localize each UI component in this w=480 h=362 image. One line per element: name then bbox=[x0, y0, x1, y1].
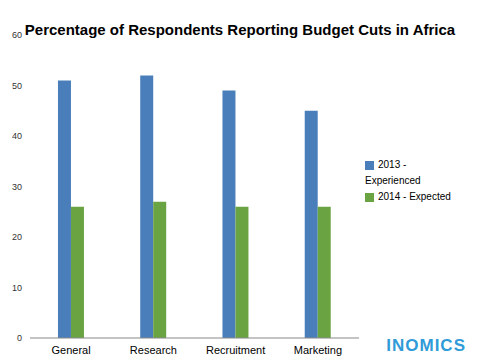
svg-text:0: 0 bbox=[17, 333, 22, 343]
svg-text:20: 20 bbox=[12, 232, 22, 242]
html-text:Percentage of Respondents Repo: Percentage of Respondents Reporting Budg… bbox=[24, 21, 456, 38]
svg-text:30: 30 bbox=[12, 182, 22, 192]
html-text:INOMICS: INOMICS bbox=[386, 336, 466, 355]
svg-text:10: 10 bbox=[12, 283, 22, 293]
svg-text:General: General bbox=[52, 344, 91, 356]
html-text:2013 - Experienced: 2013 - Experienced bbox=[365, 159, 421, 186]
svg-text:Recruitment: Recruitment bbox=[206, 344, 265, 356]
html-text:2014 - Expected: 2014 - Expected bbox=[378, 191, 451, 202]
svg-text:Marketing: Marketing bbox=[294, 344, 342, 356]
svg-text:40: 40 bbox=[12, 131, 22, 141]
svg-text:60: 60 bbox=[12, 30, 22, 40]
svg-text:Research: Research bbox=[130, 344, 177, 356]
svg-text:50: 50 bbox=[12, 81, 22, 91]
